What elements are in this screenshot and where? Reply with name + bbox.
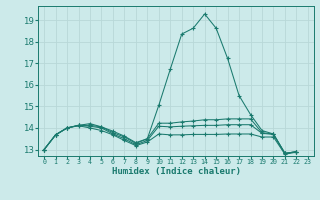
X-axis label: Humidex (Indice chaleur): Humidex (Indice chaleur) — [111, 167, 241, 176]
